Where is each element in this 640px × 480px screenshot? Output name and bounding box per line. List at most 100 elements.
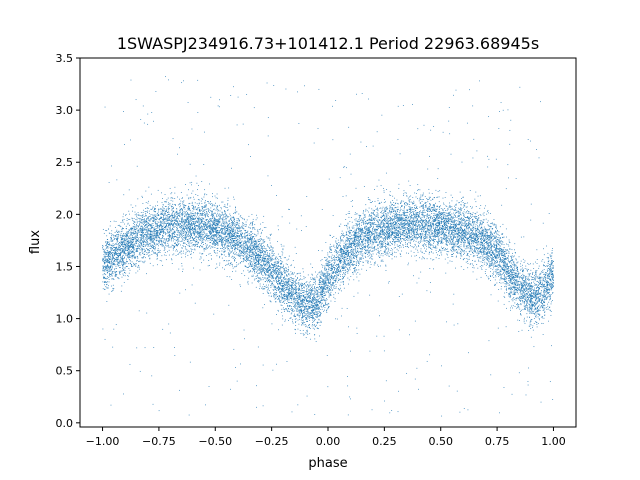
data-point — [416, 367, 418, 369]
data-point — [472, 240, 474, 241]
data-point — [112, 284, 114, 286]
data-point — [485, 230, 486, 232]
data-point — [389, 207, 391, 209]
data-point — [402, 224, 404, 226]
data-point — [395, 252, 397, 253]
data-point — [450, 206, 451, 208]
data-point — [201, 236, 203, 237]
data-point — [387, 252, 388, 254]
data-point — [196, 209, 198, 211]
data-point — [149, 244, 151, 246]
data-point — [244, 246, 246, 248]
data-point — [346, 167, 347, 169]
data-point — [153, 216, 155, 218]
data-point — [102, 248, 104, 250]
data-point — [310, 277, 312, 279]
data-point — [396, 221, 398, 223]
data-point — [217, 243, 219, 245]
data-point — [233, 224, 235, 226]
data-point — [518, 273, 519, 274]
data-point — [226, 230, 228, 232]
data-point — [549, 290, 551, 291]
data-point — [337, 267, 339, 268]
data-point — [327, 282, 329, 283]
data-point — [461, 230, 463, 232]
data-point — [201, 229, 203, 231]
data-point — [150, 214, 152, 215]
data-point — [391, 217, 393, 219]
data-point — [267, 271, 269, 273]
data-point — [113, 270, 115, 272]
data-point — [181, 240, 182, 242]
data-point — [454, 249, 456, 251]
data-point — [350, 245, 352, 247]
data-point — [209, 245, 211, 246]
data-point — [122, 241, 124, 243]
data-point — [396, 210, 398, 212]
data-point — [504, 260, 506, 262]
data-point — [310, 298, 311, 299]
data-point — [310, 301, 312, 303]
data-point — [358, 251, 360, 253]
data-point — [322, 288, 324, 290]
data-point — [316, 316, 318, 318]
data-point — [147, 238, 149, 240]
data-point — [520, 304, 522, 306]
data-point — [192, 208, 194, 209]
data-point — [185, 205, 186, 207]
data-point — [132, 223, 134, 224]
data-point — [416, 217, 418, 219]
data-point — [513, 282, 515, 283]
data-point — [277, 274, 279, 276]
data-point — [468, 241, 470, 243]
data-point — [426, 198, 428, 199]
data-point — [190, 226, 192, 228]
data-point — [527, 288, 529, 290]
data-point — [332, 105, 333, 107]
data-point — [351, 230, 352, 231]
data-point — [484, 235, 486, 237]
data-point — [357, 233, 359, 235]
data-point — [268, 266, 270, 268]
data-point — [232, 245, 234, 246]
data-point — [371, 233, 373, 235]
data-point — [282, 249, 284, 251]
data-point — [131, 232, 133, 234]
data-point — [300, 284, 302, 286]
data-point — [528, 307, 530, 309]
data-point — [277, 265, 279, 267]
data-point — [268, 287, 269, 289]
data-point — [242, 253, 244, 254]
data-point — [213, 209, 214, 211]
data-point — [382, 259, 384, 261]
data-point — [473, 245, 475, 247]
data-point — [338, 245, 340, 247]
data-point — [481, 224, 483, 226]
data-point — [430, 218, 432, 220]
data-point — [206, 208, 208, 210]
data-point — [360, 230, 362, 232]
data-point — [307, 310, 309, 312]
data-point — [315, 281, 316, 282]
data-point — [110, 263, 112, 265]
data-point — [540, 272, 542, 274]
data-point — [195, 236, 197, 238]
data-point — [208, 253, 210, 255]
data-point — [164, 211, 166, 213]
data-point — [158, 209, 159, 211]
data-point — [160, 218, 162, 220]
data-point — [115, 275, 117, 277]
data-point — [203, 210, 205, 212]
data-point — [211, 211, 213, 213]
data-point — [269, 280, 271, 282]
data-point — [258, 251, 259, 253]
data-point — [279, 300, 281, 302]
data-point — [393, 239, 394, 241]
data-point — [265, 274, 267, 276]
data-point — [501, 234, 503, 235]
data-point — [218, 234, 220, 236]
data-point — [167, 221, 169, 223]
data-point — [468, 212, 470, 214]
data-point — [437, 213, 438, 215]
data-point — [515, 267, 517, 269]
